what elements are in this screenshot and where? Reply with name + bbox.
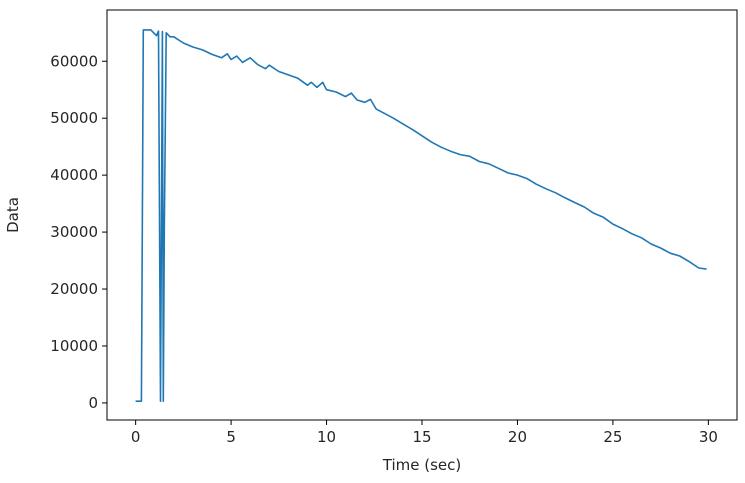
- y-tick-label: 10000: [50, 337, 98, 355]
- x-tick-label: 25: [603, 428, 622, 446]
- data-series-line: [135, 29, 707, 402]
- y-tick-label: 60000: [50, 52, 98, 70]
- y-axis-label: Data: [4, 197, 22, 233]
- y-tick-label: 0: [88, 394, 98, 412]
- plot-area-frame: [106, 9, 738, 421]
- x-tick-label: 10: [317, 428, 336, 446]
- y-axis-ticks: 0 10000 20000 30000 40000 50000 60000: [50, 52, 107, 412]
- y-tick-label: 40000: [50, 166, 98, 184]
- y-tick-label: 30000: [50, 223, 98, 241]
- x-tick-label: 0: [131, 428, 141, 446]
- x-tick-label: 20: [508, 428, 527, 446]
- y-tick-label: 50000: [50, 109, 98, 127]
- y-tick-label: 20000: [50, 280, 98, 298]
- x-tick-label: 15: [412, 428, 431, 446]
- x-tick-label: 5: [226, 428, 236, 446]
- x-tick-label: 30: [699, 428, 718, 446]
- x-axis-label: Time (sec): [382, 456, 461, 474]
- x-axis-ticks: 0 5 10 15 20 25 30: [131, 420, 718, 446]
